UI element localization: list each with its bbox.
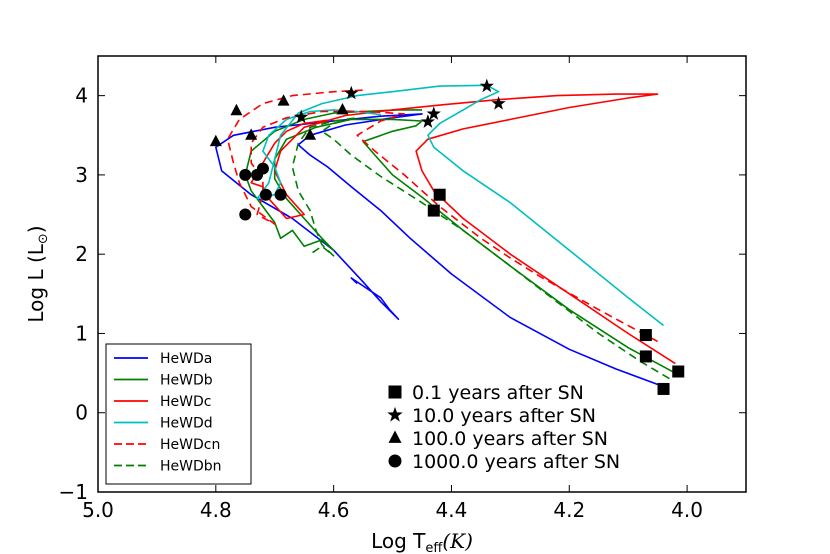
circle-marker (259, 188, 272, 201)
triangle-marker (277, 94, 290, 106)
y-tick-label: 3 (75, 163, 88, 187)
square-marker (388, 385, 402, 399)
circle-marker (274, 188, 287, 201)
y-tick-label: 0 (75, 401, 88, 425)
triangle-legend-label: 100.0 years after SN (412, 428, 608, 450)
plot-frame (97, 55, 747, 493)
axis-ticks: 5.0 4.8 4.6 4.4 4.2 4.0 −1 0 1 2 3 4 (59, 56, 746, 522)
star-marker (479, 78, 494, 93)
legend-label-hewdb: HeWDb (160, 373, 213, 389)
star-marker (420, 114, 435, 128)
y-axis-label: Log L (L⊙) (24, 225, 51, 322)
triangle-marker (245, 128, 258, 140)
star-marker (344, 85, 359, 100)
triangle-marker (209, 134, 222, 147)
legend-label-hewdc: HeWDc (160, 394, 211, 410)
series-line-hewdcn (226, 89, 658, 343)
square-marker (427, 204, 440, 217)
series-line-hewdb (244, 109, 676, 374)
x-tick-label: 4.0 (671, 498, 703, 522)
series-line-hewdd (256, 84, 664, 327)
legend-label-hewdd: HeWDd (160, 416, 213, 432)
square-marker (657, 382, 670, 395)
series-legend-box (105, 343, 252, 485)
circle-marker (251, 168, 264, 181)
series-legend: HeWDa HeWDb HeWDc HeWDd HeWDcn HeWDbn (105, 343, 252, 485)
star-marker (426, 106, 441, 120)
square-marker (672, 365, 685, 378)
circle-marker (239, 168, 252, 181)
star-marker (294, 109, 309, 124)
star-legend-label: 10.0 years after SN (412, 405, 596, 427)
legend-label-hewda: HeWDa (160, 351, 212, 367)
x-tick-label: 4.2 (553, 498, 585, 522)
x-tick-label: 4.8 (200, 498, 232, 522)
square-marker (639, 329, 652, 342)
circle-marker (388, 454, 402, 468)
star-marker (491, 96, 506, 110)
legend-label-hewdcn: HeWDcn (160, 437, 220, 453)
series-line-hewda (215, 113, 664, 388)
marker-layer (209, 78, 685, 395)
y-tick-label: 2 (75, 242, 88, 266)
y-tick-label: −1 (59, 480, 88, 504)
triangle-marker (304, 128, 317, 140)
series-line-hewdbn (291, 117, 670, 380)
square-marker (639, 350, 652, 363)
y-tick-label: 4 (75, 84, 88, 108)
x-tick-label: 4.4 (436, 498, 468, 522)
series-layer (215, 84, 676, 388)
circle-marker (239, 208, 252, 221)
circle-legend-label: 1000.0 years after SN (412, 451, 620, 473)
y-tick-label: 1 (75, 321, 88, 345)
star-marker (387, 406, 403, 422)
square-legend-label: 0.1 years after SN (412, 382, 584, 404)
triangle-marker (230, 103, 243, 116)
x-tick-label: 4.6 (318, 498, 350, 522)
triangle-marker (336, 103, 349, 115)
x-tick-label: 5.0 (82, 498, 114, 522)
square-marker (433, 188, 446, 201)
legend-label-hewdbn: HeWDbn (160, 459, 222, 475)
series-line-hewdc (250, 93, 676, 365)
triangle-marker (388, 430, 402, 443)
x-axis-label: Log Teff(K) (371, 529, 473, 554)
